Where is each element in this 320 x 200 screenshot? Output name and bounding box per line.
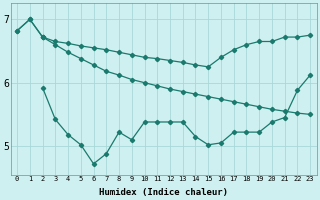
X-axis label: Humidex (Indice chaleur): Humidex (Indice chaleur) [99, 188, 228, 197]
